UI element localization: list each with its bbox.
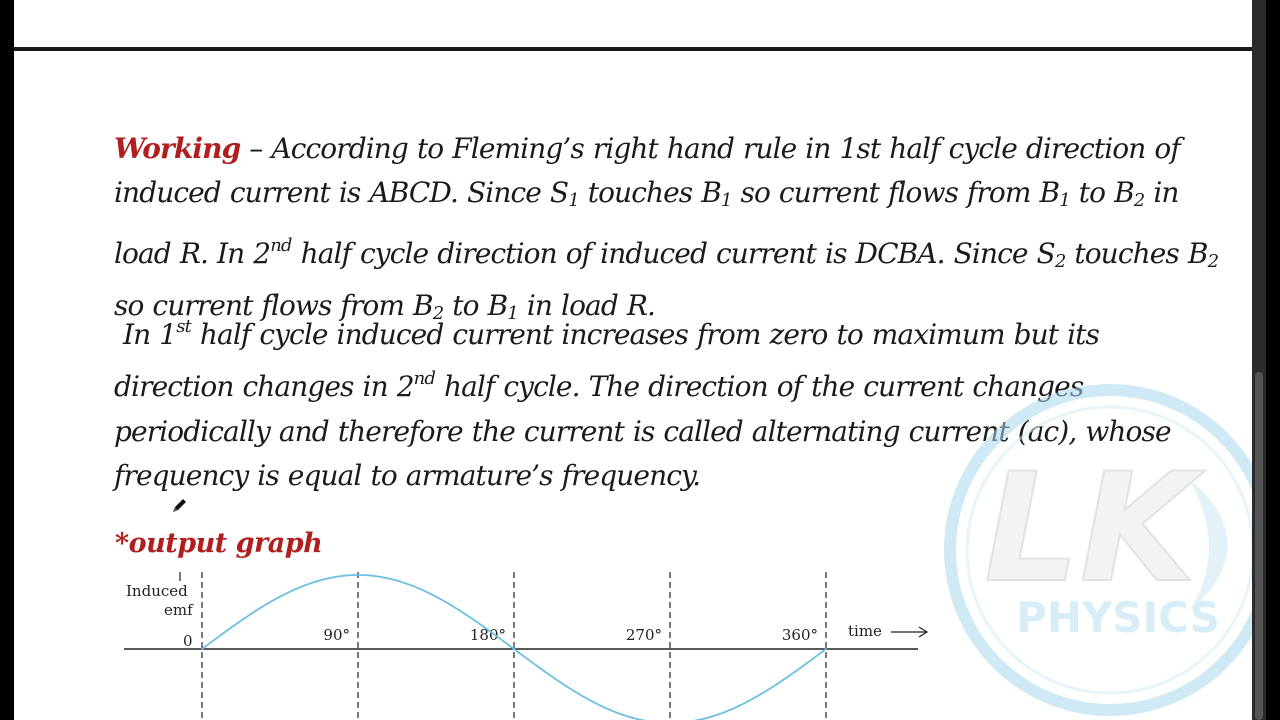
emf-point: [747, 700, 749, 703]
working-paragraph: Working – According to Fleming’s right h…: [114, 127, 1219, 336]
time-arrow-head: [918, 626, 929, 638]
watermark-lk: LK: [984, 442, 1206, 616]
para2-line4: frequency is equal to armature’s frequen…: [114, 458, 701, 492]
graph-tick-label: 360°: [782, 626, 818, 644]
lk-physics-watermark: LK PHYSICS: [944, 384, 1266, 716]
graph-axes: Induced emf 0 time: [124, 572, 929, 650]
emf-point: [357, 574, 359, 576]
emf-point: [201, 648, 203, 650]
para2-line2: direction changes in 2nd half cycle. The…: [114, 368, 1084, 404]
graph-tick-label: 180°: [470, 626, 506, 644]
para1-line3: load R. In 2nd half cycle direction of i…: [114, 234, 1219, 272]
graph-ylabel-induced: Induced: [126, 582, 188, 600]
graph-tick-label: 90°: [323, 626, 350, 644]
working-heading: Working: [114, 132, 241, 165]
para2-line1: In 1st half cycle induced current increa…: [123, 316, 1100, 351]
watermark-swoosh: [1190, 480, 1228, 610]
pencil-cursor-icon: [173, 499, 186, 512]
emf-point: [435, 595, 437, 598]
graph-marks: 90° 180° 270° 360°: [201, 572, 827, 720]
para1-line1: Working – According to Fleming’s right h…: [114, 132, 1181, 165]
document-page: Working – According to Fleming’s right h…: [14, 0, 1266, 720]
graph-zero-label: 0: [183, 632, 193, 650]
graph-ylabel-emf: emf: [164, 601, 194, 619]
emf-point: [279, 595, 281, 598]
para1-line2: induced current is ABCD. Since S1 touche…: [114, 176, 1179, 212]
emf-point: [513, 648, 515, 650]
graph-xlabel-time: time: [848, 622, 882, 640]
vertical-scrollbar[interactable]: [1252, 0, 1266, 720]
emf-point: [591, 700, 593, 703]
graph-tick-label: 270°: [626, 626, 662, 644]
para1-line4: so current flows from B2 to B1 in load R…: [114, 288, 656, 324]
watermark-physics: PHYSICS: [1016, 593, 1220, 642]
emf-point: [825, 648, 827, 650]
output-graph-heading: *output graph: [115, 528, 323, 559]
scrollbar-thumb[interactable]: [1255, 372, 1263, 720]
top-border: [14, 47, 1266, 51]
emf-graph: Induced emf 0 time 90° 180° 270° 360°: [124, 572, 929, 720]
